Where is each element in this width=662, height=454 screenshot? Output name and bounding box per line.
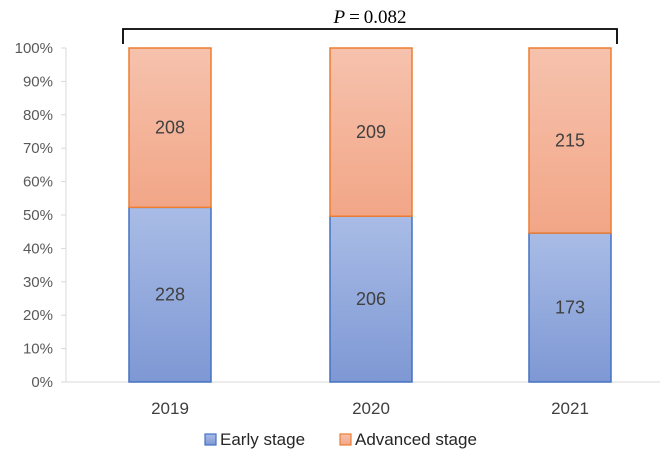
bars: 228 208 206 209 173 215 [128, 47, 612, 383]
data-label-early-stage-2020: 206 [356, 289, 386, 309]
significance-bracket [122, 28, 618, 44]
data-label-early-stage-2021: 173 [555, 298, 585, 318]
legend-label-advanced-stage: Advanced stage [355, 430, 477, 449]
p-value: 0.082 [364, 7, 407, 28]
data-label-early-stage-2019: 228 [155, 285, 185, 305]
y-tick-label-4: 40% [23, 240, 53, 257]
y-tick-label-8: 80% [23, 107, 53, 124]
x-axis: 2019 2020 2021 [66, 381, 660, 418]
x-tick-label-2021: 2021 [551, 399, 589, 418]
y-tick-label-1: 10% [23, 341, 53, 358]
y-tick-label-7: 70% [23, 140, 53, 157]
legend: Early stage Advanced stage [204, 430, 477, 449]
y-axis: 0% 10% 20% 30% 40% 50% 60% 70% 80% 90% 100% [15, 40, 67, 391]
bar-advanced-stage-2020 [329, 47, 413, 217]
y-tick-label-10: 100% [15, 40, 53, 57]
legend-swatch-advanced-stage [339, 433, 352, 446]
y-tick-label-9: 90% [23, 73, 53, 90]
y-tick-label-0: 0% [31, 374, 53, 391]
legend-label-early-stage: Early stage [220, 430, 305, 449]
data-label-advanced-stage-2020: 209 [356, 122, 386, 142]
y-tick-label-3: 30% [23, 274, 53, 291]
x-tick-label-2019: 2019 [151, 399, 189, 418]
bar-early-stage-2020 [329, 215, 413, 383]
p-operator: = [349, 7, 360, 28]
bar-advanced-stage-2019 [128, 47, 212, 209]
bar-advanced-stage-2021 [528, 47, 612, 234]
legend-swatch-early-stage [204, 433, 217, 446]
p-symbol: P [332, 7, 345, 28]
bar-early-stage-2019 [128, 206, 212, 383]
y-tick-label-2: 20% [23, 307, 53, 324]
p-value-label: P = 0.082 [332, 7, 406, 28]
data-label-advanced-stage-2021: 215 [555, 131, 585, 151]
y-tick-label-5: 50% [23, 207, 53, 224]
data-label-advanced-stage-2019: 208 [155, 118, 185, 138]
significance-annotation: P = 0.082 [122, 7, 618, 44]
bar-early-stage-2021 [528, 232, 612, 383]
x-tick-label-2020: 2020 [352, 399, 390, 418]
y-tick-label-6: 60% [23, 174, 53, 191]
